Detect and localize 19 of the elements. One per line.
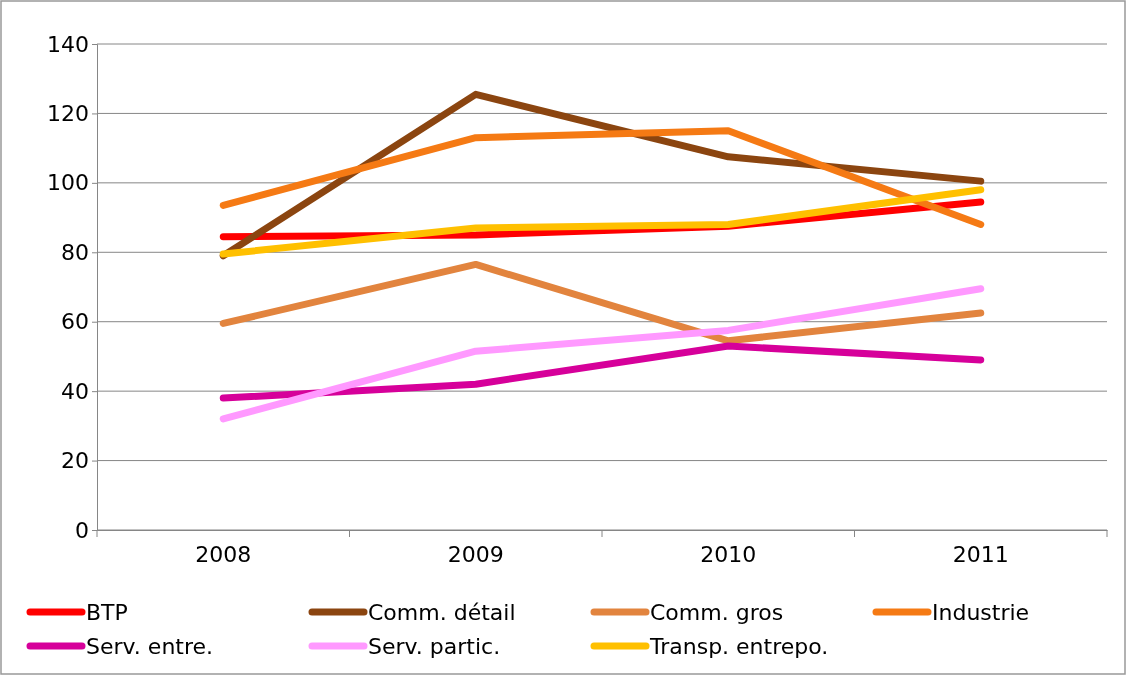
- y-tick-label: 80: [61, 239, 89, 265]
- y-tick-label: 40: [61, 378, 89, 404]
- legend-label: Comm. détail: [368, 600, 516, 625]
- legend-label: BTP: [86, 600, 128, 625]
- legend-label: Transp. entrepo.: [649, 634, 829, 659]
- y-tick-label: 100: [47, 170, 89, 196]
- x-tick-label: 2008: [195, 541, 252, 567]
- legend-label: Serv. entre.: [86, 634, 214, 659]
- legend-label: Industrie: [932, 600, 1030, 625]
- legend-label: Comm. gros: [650, 600, 784, 625]
- x-tick-label: 2011: [952, 541, 1009, 567]
- y-tick-label: 60: [61, 309, 89, 335]
- y-tick-label: 20: [61, 448, 89, 474]
- y-tick-label: 0: [75, 517, 89, 543]
- x-tick-label: 2010: [700, 541, 757, 567]
- y-tick-label: 140: [47, 31, 89, 57]
- x-tick-label: 2009: [447, 541, 504, 567]
- y-tick-label: 120: [47, 100, 89, 126]
- legend-label: Serv. partic.: [368, 634, 501, 659]
